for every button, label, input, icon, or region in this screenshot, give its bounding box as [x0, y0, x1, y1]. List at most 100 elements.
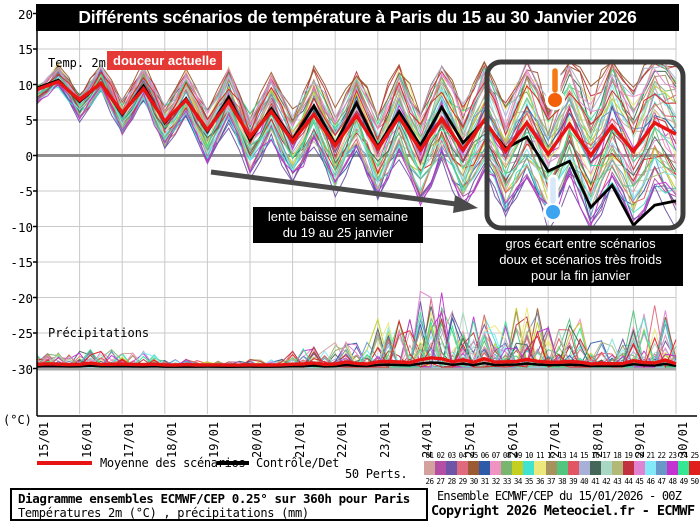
- y-tick-label: 0: [25, 148, 33, 164]
- y-tick-label: -15: [10, 255, 33, 270]
- pert-number: 01: [425, 451, 435, 460]
- annotation-big-gap: gros écart entre scénarios doux et scéna…: [478, 234, 683, 286]
- pert-number: 09: [513, 451, 523, 460]
- pert-color-square: [523, 461, 535, 475]
- legend-perts-label: 50 Perts.: [345, 467, 408, 481]
- pert-number: 24: [679, 451, 689, 460]
- y-tick-label: 5: [25, 113, 33, 128]
- y-tick-label: 15: [17, 42, 33, 57]
- pert-number: 30: [469, 477, 479, 486]
- pert-number: 19: [624, 451, 633, 460]
- pert-number: 05: [469, 451, 479, 460]
- pert-color-square: [556, 461, 568, 475]
- pert-number: 11: [535, 451, 545, 460]
- x-tick-label: 19/01: [207, 421, 222, 458]
- pert-number: 38: [558, 477, 567, 486]
- pert-number: 33: [502, 477, 512, 486]
- footer-info-box: Diagramme ensembles ECMWF/CEP 0.25° sur …: [10, 488, 428, 521]
- pert-number: 44: [624, 477, 633, 486]
- pert-number: 37: [547, 477, 556, 486]
- pert-color-square: [490, 461, 502, 475]
- x-tick-label: 22/01: [335, 421, 350, 458]
- pert-color-square: [600, 461, 612, 475]
- pert-color-square: [534, 461, 546, 475]
- pert-number: 13: [558, 451, 567, 460]
- pert-number: 22: [657, 451, 666, 460]
- pert-color-square: [468, 461, 480, 475]
- pert-color-square: [578, 461, 590, 475]
- pert-number: 17: [602, 451, 611, 460]
- y-tick-label: -5: [17, 184, 33, 199]
- temp-2m-label: Temp. 2m: [48, 56, 106, 70]
- pert-number: 20: [635, 451, 644, 460]
- pert-number: 25: [690, 451, 700, 460]
- pert-number: 36: [535, 477, 545, 486]
- legend-mean-sample: [37, 461, 92, 465]
- x-tick-label: 17/01: [122, 421, 137, 458]
- pert-color-square: [479, 461, 491, 475]
- footer-box-line2: Températures 2m (°C) , précipitations (m…: [18, 506, 309, 520]
- y-tick-label: 20: [17, 6, 33, 22]
- pert-color-square: [435, 461, 447, 475]
- pert-number: 42: [602, 477, 611, 486]
- pert-numbers-bottom: 26 27 28 29 30 31 32 33 34 35 36 37 38 39 40 41 42 43 44 45…: [424, 477, 700, 486]
- pert-color-square: [424, 461, 436, 475]
- x-tick-label: 20/01: [250, 421, 264, 458]
- pert-number: 06: [480, 451, 490, 460]
- pert-number: 08: [502, 451, 512, 460]
- x-tick-label: 18/01: [164, 421, 179, 458]
- pert-number: 35: [524, 477, 534, 486]
- pert-color-square: [446, 461, 458, 475]
- y-tick-label: -10: [10, 219, 33, 235]
- pert-number: 26: [425, 477, 435, 486]
- pert-number: 21: [646, 451, 655, 460]
- pert-color-square: [567, 461, 579, 475]
- copyright-text: Copyright 2026 Meteociel.fr - ECMWF: [431, 503, 695, 519]
- y-tick-label: -30: [10, 361, 33, 377]
- pert-number: 49: [679, 477, 689, 486]
- pert-color-square: [545, 461, 557, 475]
- pert-color-square: [655, 461, 668, 475]
- pert-number: 28: [447, 477, 457, 486]
- legend-control-label: Contrôle/Det: [256, 456, 340, 470]
- pert-number: 10: [524, 451, 534, 460]
- pert-color-square: [611, 461, 623, 475]
- y-axis-unit: (°C): [3, 413, 32, 427]
- x-tick-label: 16/01: [79, 421, 94, 458]
- x-tick-label: 21/01: [292, 421, 307, 458]
- legend-control-sample: [217, 461, 249, 465]
- pert-number: 16: [591, 451, 600, 460]
- pert-color-square: [512, 461, 524, 475]
- y-tick-label: -25: [10, 326, 33, 341]
- footer-box-line1: Diagramme ensembles ECMWF/CEP 0.25° sur …: [18, 491, 410, 506]
- warm-thermometer-icon: [545, 65, 565, 110]
- precip-label: Précipitations: [48, 326, 150, 340]
- current-mildness-badge: douceur actuelle: [107, 51, 223, 70]
- pert-number: 18: [613, 451, 622, 460]
- annotation-slow-drop: lente baisse en semaine du 19 au 25 janv…: [253, 207, 423, 243]
- x-tick-label: 15/01: [37, 421, 51, 458]
- y-tick-label: -20: [10, 290, 33, 306]
- pert-numbers-top: 01 02 03 04 05 06 07 08 09 10 11 12 13 14 15 16 17 18 19 20…: [424, 451, 700, 460]
- pert-number: 12: [547, 451, 556, 460]
- pert-number: 04: [458, 451, 468, 460]
- chart-title: Différents scénarios de température à Pa…: [36, 4, 679, 31]
- pert-number: 31: [480, 477, 490, 486]
- pert-number: 29: [458, 477, 468, 486]
- pert-number: 34: [513, 477, 523, 486]
- pert-color-square: [633, 461, 645, 475]
- y-tick-label: 10: [17, 77, 33, 93]
- x-tick-label: 23/01: [377, 421, 392, 458]
- pert-number: 02: [436, 451, 446, 460]
- pert-color-square: [457, 461, 469, 475]
- pert-number: 15: [580, 451, 589, 460]
- pert-number: 46: [646, 477, 655, 486]
- pert-color-squares: [424, 461, 700, 475]
- pert-number: 23: [668, 451, 678, 460]
- pert-number: 43: [613, 477, 622, 486]
- pert-number: 39: [569, 477, 578, 486]
- pert-color-square: [622, 461, 634, 475]
- axes: [33, 4, 697, 417]
- pert-number: 03: [447, 451, 457, 460]
